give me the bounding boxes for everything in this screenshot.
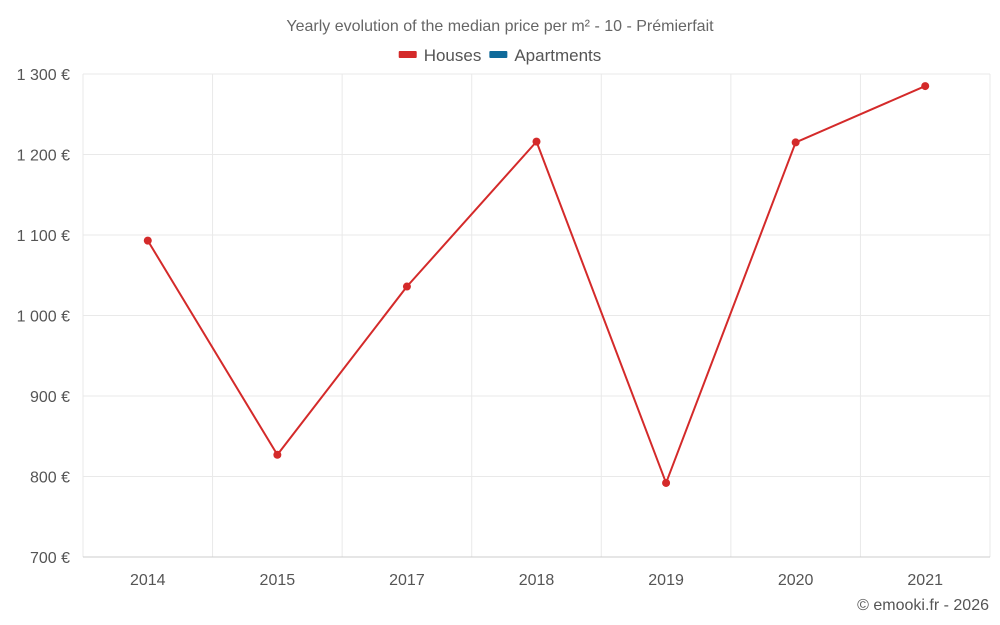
x-tick-label: 2020 — [778, 572, 814, 589]
legend: Houses Apartments — [398, 46, 601, 65]
y-tick-label: 800 € — [30, 470, 70, 487]
legend-swatch — [398, 51, 417, 58]
data-point[interactable] — [532, 137, 541, 146]
x-tick-label: 2021 — [907, 572, 943, 589]
data-point[interactable] — [921, 82, 930, 91]
series-group — [143, 82, 930, 487]
data-point[interactable] — [662, 478, 671, 487]
data-point[interactable] — [143, 236, 152, 245]
y-tick-label: 1 300 € — [17, 67, 70, 84]
x-tick-label: 2015 — [260, 572, 296, 589]
data-point[interactable] — [273, 450, 282, 459]
legend-item[interactable]: Apartments — [489, 46, 601, 65]
horizontal-gridlines — [83, 73, 990, 558]
legend-item[interactable]: Houses — [398, 46, 482, 65]
data-point[interactable] — [402, 282, 411, 291]
data-point[interactable] — [791, 138, 800, 147]
y-tick-label: 700 € — [30, 550, 70, 567]
legend-label: Apartments — [514, 46, 601, 65]
credit-text: © emooki.fr - 2026 — [857, 597, 989, 614]
y-axis-tick-labels: 700 € 800 € 900 € 1 000 € 1 100 € 1 200 € 1 30… — [17, 67, 70, 567]
y-tick-label: 1 000 € — [17, 309, 70, 326]
chart-title: Yearly evolution of the median price per… — [286, 18, 714, 35]
x-tick-label: 2017 — [389, 572, 425, 589]
y-tick-label: 1 200 € — [17, 148, 70, 165]
legend-label: Houses — [424, 46, 482, 65]
y-tick-label: 900 € — [30, 389, 70, 406]
x-axis-tick-labels: 2014 2015 2017 2018 2019 2020 2021 — [130, 572, 943, 589]
legend-swatch — [489, 51, 508, 58]
x-tick-label: 2014 — [130, 572, 166, 589]
y-tick-label: 1 100 € — [17, 228, 70, 245]
x-tick-label: 2018 — [519, 572, 555, 589]
x-tick-label: 2019 — [648, 572, 684, 589]
